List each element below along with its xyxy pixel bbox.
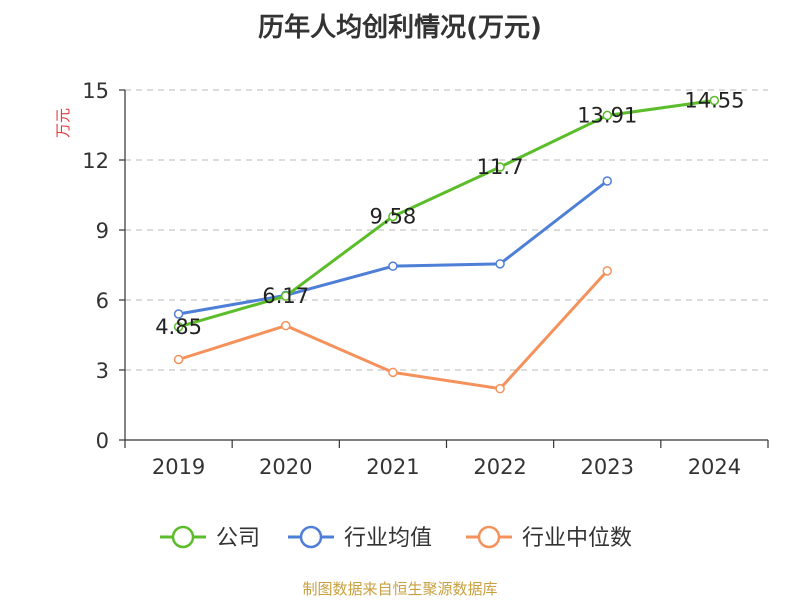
x-tick-label: 2019 bbox=[152, 455, 205, 479]
data-point[interactable] bbox=[602, 176, 612, 186]
data-point[interactable] bbox=[173, 354, 184, 365]
data-point[interactable] bbox=[281, 291, 291, 301]
series-line bbox=[178, 99, 715, 329]
source-note: 制图数据来自恒生聚源数据库 bbox=[302, 580, 497, 598]
x-tick-label: 2021 bbox=[366, 455, 419, 479]
data-label: 13.91 bbox=[577, 103, 637, 127]
legend-marker-icon bbox=[477, 525, 501, 549]
legend-marker-icon bbox=[171, 525, 195, 549]
series-line bbox=[178, 179, 609, 316]
x-tick-label: 2023 bbox=[581, 455, 634, 479]
data-point[interactable] bbox=[495, 259, 505, 269]
y-tick-label: 3 bbox=[96, 359, 109, 383]
series-2 bbox=[173, 266, 612, 394]
data-label: 9.58 bbox=[370, 204, 417, 228]
legend-item[interactable]: 行业均值 bbox=[288, 525, 432, 551]
x-tick-label: 2022 bbox=[473, 455, 526, 479]
legend-label: 行业中位数 bbox=[522, 526, 632, 551]
y-tick-label: 9 bbox=[96, 219, 109, 243]
series-1 bbox=[173, 176, 612, 319]
x-tick-label: 2020 bbox=[259, 455, 312, 479]
legend[interactable]: 公司 行业均值 行业中位数 bbox=[160, 525, 632, 551]
series-group: 4.85 6.17 9.58 11.7 13.91 14.55 bbox=[155, 89, 744, 394]
legend-item[interactable]: 公司 bbox=[160, 525, 260, 551]
data-point[interactable] bbox=[173, 309, 184, 319]
data-point[interactable] bbox=[388, 211, 398, 222]
data-point[interactable] bbox=[709, 95, 720, 106]
data-label: 6.17 bbox=[262, 284, 309, 308]
y-tick-label: 6 bbox=[96, 289, 109, 313]
data-point[interactable] bbox=[495, 383, 505, 394]
legend-label: 行业均值 bbox=[344, 526, 432, 551]
series-0: 4.85 6.17 9.58 11.7 13.91 14.55 bbox=[155, 89, 744, 339]
data-point[interactable] bbox=[281, 320, 291, 331]
y-tick-label: 15 bbox=[82, 79, 109, 103]
y-tick-label: 0 bbox=[96, 429, 109, 453]
y-axis-label: 万元 bbox=[54, 108, 72, 138]
data-label: 4.85 bbox=[155, 315, 202, 339]
data-point[interactable] bbox=[495, 162, 505, 172]
chart-title: 历年人均创利情况(万元) bbox=[258, 12, 542, 43]
y-tick-label: 12 bbox=[82, 149, 109, 173]
data-point[interactable] bbox=[602, 110, 612, 121]
data-label: 11.7 bbox=[477, 155, 524, 179]
data-point[interactable] bbox=[173, 322, 184, 332]
axes: 0 3 6 9 12 15 2019 2020 2021 2022 2023 2024 bbox=[82, 79, 769, 479]
legend-label: 公司 bbox=[216, 526, 260, 551]
legend-item[interactable]: 行业中位数 bbox=[466, 525, 632, 551]
data-point[interactable] bbox=[602, 266, 612, 276]
legend-marker-icon bbox=[299, 525, 323, 549]
grid-lines bbox=[125, 89, 768, 371]
data-label: 14.55 bbox=[684, 89, 744, 113]
data-point[interactable] bbox=[388, 261, 398, 271]
x-tick-label: 2024 bbox=[688, 455, 741, 479]
data-point[interactable] bbox=[388, 367, 398, 378]
